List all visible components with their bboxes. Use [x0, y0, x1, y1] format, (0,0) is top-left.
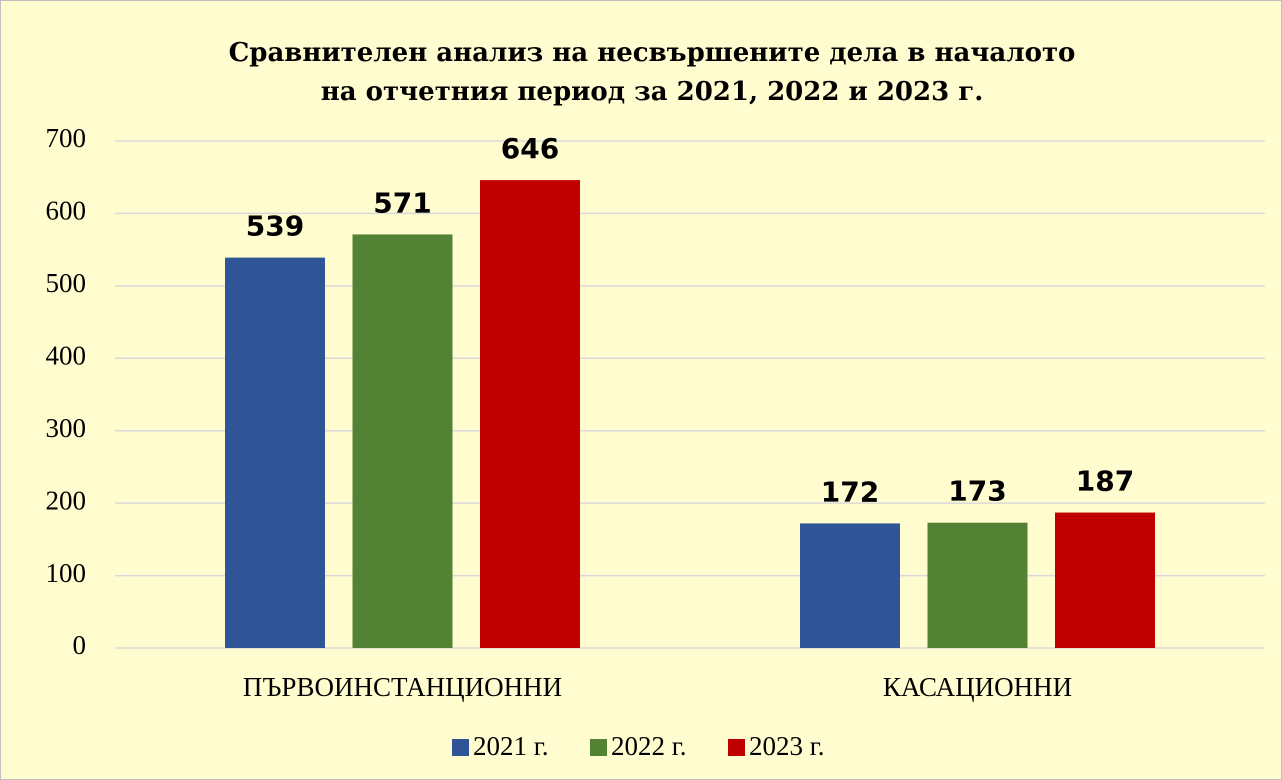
bar [225, 257, 325, 648]
bar [800, 523, 900, 648]
x-tick-label: КАСАЦИОННИ [883, 672, 1072, 702]
bar [480, 180, 580, 648]
bar [1055, 512, 1155, 648]
bar [352, 234, 453, 648]
value-label: 571 [373, 186, 431, 219]
legend-swatch [728, 739, 745, 756]
y-tick-label: 700 [46, 123, 87, 153]
value-label: 187 [1076, 465, 1134, 498]
legend-label: 2023 г. [749, 731, 825, 761]
y-tick-label: 500 [46, 268, 87, 298]
bar [927, 522, 1028, 648]
y-tick-label: 200 [46, 485, 87, 515]
legend-swatch [452, 739, 469, 756]
value-label: 646 [501, 132, 559, 165]
chart-title-line: Сравнителен анализ на несвършените дела … [229, 38, 1076, 68]
y-tick-label: 300 [46, 413, 87, 443]
value-label: 173 [948, 475, 1006, 508]
legend-swatch [590, 739, 607, 756]
y-tick-label: 100 [46, 558, 87, 588]
chart-title-line: на отчетния период за 2021, 2022 и 2023 … [321, 77, 984, 107]
y-tick-label: 400 [46, 340, 87, 370]
legend-label: 2022 г. [611, 731, 687, 761]
y-tick-label: 600 [46, 196, 87, 226]
legend-label: 2021 г. [473, 731, 549, 761]
y-tick-label: 0 [73, 630, 87, 660]
value-label: 172 [821, 475, 879, 508]
x-tick-label: ПЪРВОИНСТАНЦИОННИ [243, 672, 562, 702]
value-label: 539 [246, 210, 304, 243]
